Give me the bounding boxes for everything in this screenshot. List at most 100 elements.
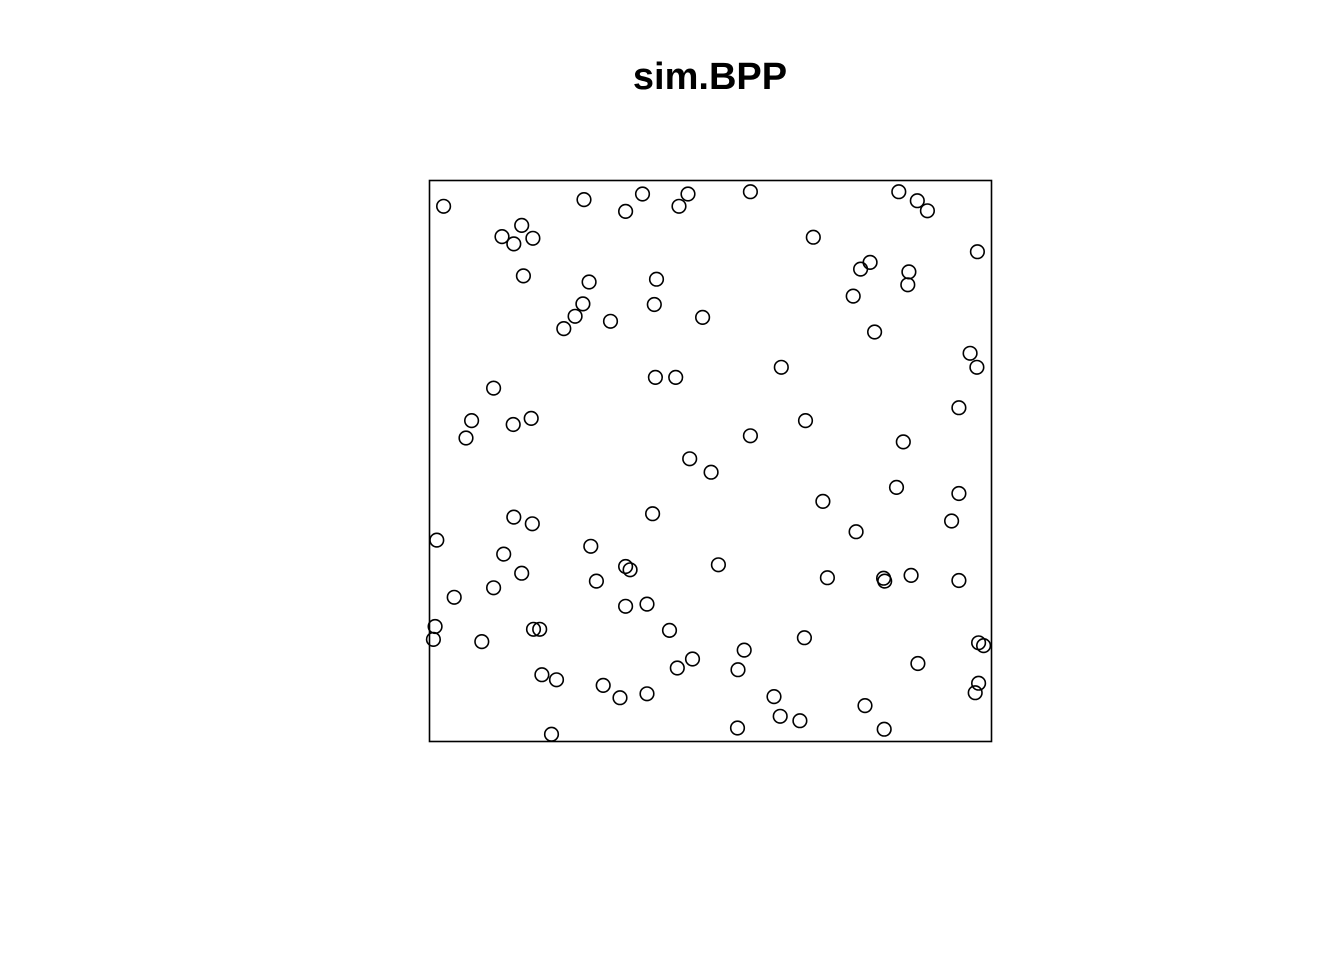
data-point-64 <box>710 557 727 573</box>
data-point-87 <box>796 630 813 646</box>
data-point-32 <box>969 359 985 375</box>
data-point-89 <box>766 688 782 705</box>
data-point-54 <box>506 509 522 525</box>
data-point-69 <box>951 572 967 589</box>
data-point-90 <box>772 708 788 724</box>
data-point-43 <box>895 434 911 450</box>
data-point-82 <box>639 686 655 702</box>
data-point-21 <box>646 296 662 313</box>
data-point-62 <box>617 558 634 575</box>
data-point-36 <box>458 430 474 446</box>
data-point-6 <box>742 184 759 200</box>
data-point-84 <box>684 651 701 667</box>
data-point-19 <box>567 308 583 324</box>
data-point-81 <box>612 690 628 706</box>
data-point-25 <box>852 261 869 277</box>
data-point-73 <box>427 618 443 635</box>
data-point-77 <box>532 621 548 637</box>
data-point-52 <box>644 506 661 522</box>
data-point-61 <box>588 573 605 589</box>
data-point-47 <box>888 479 905 496</box>
data-point-26 <box>862 254 878 270</box>
data-point-15 <box>581 274 597 290</box>
data-point-80 <box>595 677 611 694</box>
data-point-58 <box>514 565 530 581</box>
data-point-97 <box>975 637 992 654</box>
data-point-67 <box>877 573 893 589</box>
data-point-9 <box>919 203 936 219</box>
data-point-37 <box>505 416 521 433</box>
data-point-93 <box>876 721 892 737</box>
observation-window <box>428 179 993 743</box>
chart-title: sim.BPP <box>632 56 788 98</box>
data-point-41 <box>773 359 789 375</box>
data-point-49 <box>943 513 960 529</box>
data-point-31 <box>962 345 978 361</box>
data-point-78 <box>534 667 550 683</box>
data-point-30 <box>969 244 986 260</box>
data-point-42 <box>797 413 814 429</box>
data-point-98 <box>970 675 987 691</box>
data-point-99 <box>967 685 983 701</box>
data-point-50 <box>815 493 831 510</box>
data-point-91 <box>792 713 808 729</box>
data-point-95 <box>910 655 926 672</box>
data-point-2 <box>617 203 634 219</box>
data-point-40 <box>668 369 684 386</box>
data-point-59 <box>486 580 502 596</box>
data-point-38 <box>523 410 539 427</box>
data-point-22 <box>694 309 711 326</box>
data-point-24 <box>845 288 861 304</box>
data-point-1 <box>576 192 592 208</box>
data-point-75 <box>474 633 490 650</box>
data-point-7 <box>891 184 907 200</box>
data-point-0 <box>436 198 452 214</box>
data-point-13 <box>525 230 541 246</box>
data-point-44 <box>742 428 759 444</box>
data-point-53 <box>429 532 445 548</box>
data-point-60 <box>446 589 462 605</box>
data-point-79 <box>548 672 565 688</box>
data-point-27 <box>866 324 883 340</box>
data-point-85 <box>736 642 752 658</box>
data-point-71 <box>639 596 655 612</box>
data-point-74 <box>425 631 442 648</box>
data-point-35 <box>464 413 480 429</box>
data-point-46 <box>703 464 719 480</box>
data-point-72 <box>661 622 678 639</box>
data-point-3 <box>634 186 651 202</box>
data-point-94 <box>543 726 560 742</box>
data-point-55 <box>524 516 540 532</box>
data-point-10 <box>494 229 510 245</box>
data-point-56 <box>496 546 512 562</box>
data-point-8 <box>909 193 925 209</box>
data-point-34 <box>486 380 502 396</box>
data-point-83 <box>669 660 685 676</box>
data-point-63 <box>622 562 638 578</box>
data-point-4 <box>671 198 687 214</box>
data-point-14 <box>515 268 532 284</box>
data-point-17 <box>575 296 591 312</box>
data-point-11 <box>506 236 522 252</box>
data-point-18 <box>556 321 572 337</box>
data-point-28 <box>901 264 917 280</box>
data-point-92 <box>729 720 746 736</box>
data-point-16 <box>648 271 665 287</box>
data-point-23 <box>805 229 821 245</box>
data-point-48 <box>951 485 967 502</box>
data-point-51 <box>848 524 864 540</box>
data-point-45 <box>682 451 698 467</box>
data-point-57 <box>583 538 599 554</box>
data-point-29 <box>900 277 916 293</box>
data-point-76 <box>525 621 542 637</box>
data-point-12 <box>514 217 530 233</box>
data-point-68 <box>903 567 919 584</box>
data-point-20 <box>602 313 619 329</box>
data-point-5 <box>680 186 696 202</box>
data-point-86 <box>730 662 746 678</box>
points-layer <box>425 184 992 742</box>
data-point-88 <box>857 697 873 714</box>
data-point-33 <box>951 400 967 416</box>
data-point-70 <box>617 598 634 614</box>
